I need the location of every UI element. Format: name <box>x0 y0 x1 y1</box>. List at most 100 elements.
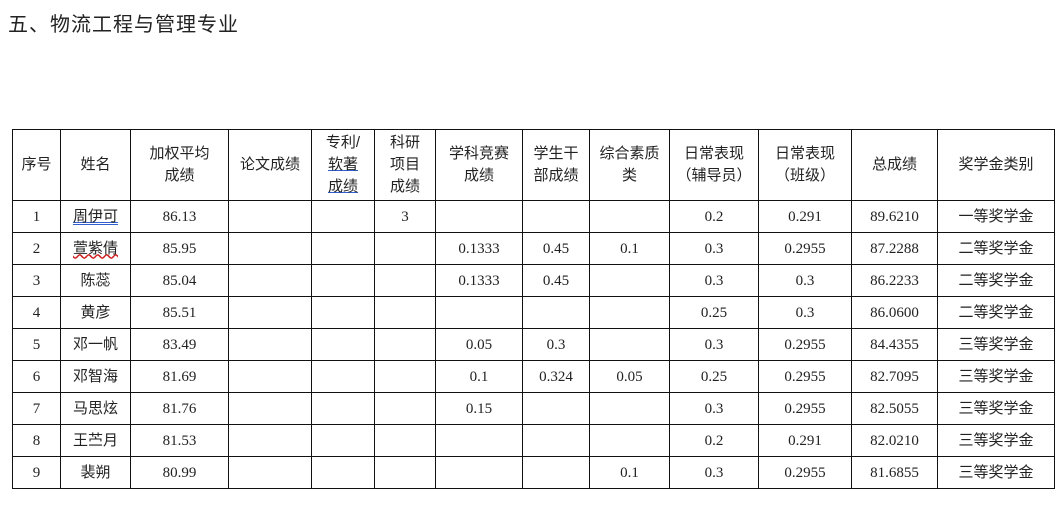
table-cell: 0.2955 <box>758 232 852 265</box>
cell-value: 86.2233 <box>870 272 919 289</box>
cell-value: 0.45 <box>542 240 570 257</box>
table-cell: 马思炫 <box>60 392 131 425</box>
cell-value: 0.324 <box>539 368 573 385</box>
cell-value: 0.1333 <box>458 240 500 257</box>
table-cell <box>228 232 312 265</box>
cell-value: 0.291 <box>788 432 822 449</box>
cell-value: 二等奖学金 <box>958 240 1034 257</box>
cell-value: 0.1 <box>620 464 639 481</box>
table-cell: 85.51 <box>130 296 229 329</box>
cell-value: 9 <box>32 464 41 481</box>
table-cell: 0.3 <box>669 392 759 425</box>
student-name: 萱紫倩 <box>72 240 118 257</box>
table-cell <box>589 296 670 329</box>
table-cell: 0.291 <box>758 424 852 457</box>
table-cell: 6 <box>12 360 61 393</box>
table-cell: 0.2 <box>669 200 759 233</box>
table-cell: 80.99 <box>130 456 229 489</box>
table-cell <box>228 360 312 393</box>
column-header-line: 软著 <box>327 156 358 173</box>
cell-value: 3 <box>401 208 409 225</box>
table-row: 3 陈蕊 85.04 0.1333 0.45 0.3 0.3 86.2233 二等奖学金 <box>12 264 1055 297</box>
table-cell <box>435 296 523 329</box>
cell-value: 0.2955 <box>784 240 826 257</box>
table-row: 1 周伊可 86.13 3 0.2 0.291 89.6210 一等奖学金 <box>12 200 1055 233</box>
cell-value: 0.3 <box>795 304 815 321</box>
table-cell: 二等奖学金 <box>937 264 1055 297</box>
table-cell: 0.2955 <box>758 392 852 425</box>
table-cell <box>311 328 375 361</box>
column-header-line: 成绩 <box>463 167 494 184</box>
table-cell <box>522 296 590 329</box>
column-header: 总成绩 <box>851 129 938 201</box>
table-cell <box>228 328 312 361</box>
cell-value: 一等奖学金 <box>958 208 1034 225</box>
column-header: 日常表现 （班级） <box>758 129 852 201</box>
table-cell: 0.3 <box>669 328 759 361</box>
cell-value: 0.3 <box>704 400 724 417</box>
cell-value: 8 <box>32 432 41 449</box>
cell-value: 82.0210 <box>870 432 919 449</box>
table-cell: 三等奖学金 <box>937 392 1055 425</box>
table-cell: 86.0600 <box>851 296 938 329</box>
cell-value: 0.1 <box>620 240 639 257</box>
table-cell: 84.4355 <box>851 328 938 361</box>
cell-value: 80.99 <box>162 464 197 481</box>
student-name: 黄彦 <box>80 304 111 321</box>
table-cell <box>435 424 523 457</box>
cell-value: 三等奖学金 <box>958 336 1034 353</box>
column-header-line: 项目 <box>389 156 420 173</box>
table-cell <box>374 424 436 457</box>
student-name: 陈蕊 <box>80 272 111 289</box>
column-header: 加权平均 成绩 <box>130 129 229 201</box>
cell-value: 0.3 <box>704 336 724 353</box>
student-name: 裴朔 <box>80 464 111 481</box>
table-cell <box>228 200 312 233</box>
table-cell <box>374 264 436 297</box>
table-cell <box>311 296 375 329</box>
cell-value: 0.1333 <box>458 272 500 289</box>
table-row: 9 裴朔 80.99 0.1 0.3 0.2955 81.6855 三等奖学金 <box>12 456 1055 489</box>
cell-value: 0.1 <box>469 368 489 385</box>
table-cell: 邓智海 <box>60 360 131 393</box>
table-cell: 0.2 <box>669 424 759 457</box>
table-cell: 0.2955 <box>758 328 852 361</box>
cell-value: 86.0600 <box>870 304 919 321</box>
cell-value: 0.291 <box>788 208 822 225</box>
column-header: 专利/软著 成绩 <box>311 129 375 201</box>
table-cell <box>374 392 436 425</box>
table-cell <box>374 328 436 361</box>
cell-value: 2 <box>32 240 41 257</box>
cell-value: 81.76 <box>162 400 197 417</box>
table-cell <box>589 424 670 457</box>
column-header-line: 成绩 <box>164 167 195 184</box>
table-cell: 82.5055 <box>851 392 938 425</box>
table-cell <box>589 392 670 425</box>
table-cell: 81.76 <box>130 392 229 425</box>
header-row: 序号 姓名 加权平均 成绩 论文成绩 专利/软著 成绩 科研 项目 成绩 学科竞赛 成绩 学生干 部成绩综… <box>12 129 1055 201</box>
column-header-line: 日常表现 <box>774 145 835 162</box>
table-cell: 1 <box>12 200 61 233</box>
table-cell: 0.324 <box>522 360 590 393</box>
table-cell: 5 <box>12 328 61 361</box>
table-cell: 0.3 <box>669 232 759 265</box>
table-cell: 89.6210 <box>851 200 938 233</box>
table-cell: 三等奖学金 <box>937 456 1055 489</box>
cell-value: 0.2955 <box>784 368 826 385</box>
column-header-line: 学科竞赛 <box>448 145 509 162</box>
table-cell <box>374 232 436 265</box>
table-cell <box>435 456 523 489</box>
table-cell: 0.25 <box>669 296 759 329</box>
table-row: 4 黄彦 85.51 0.25 0.3 86.0600 二等奖学金 <box>12 296 1055 329</box>
cell-value: 7 <box>32 400 41 417</box>
cell-value: 0.25 <box>700 368 728 385</box>
table-cell: 王苎月 <box>60 424 131 457</box>
cell-value: 85.04 <box>162 272 197 289</box>
table-cell: 周伊可 <box>60 200 131 233</box>
cell-value: 4 <box>32 304 41 321</box>
table-cell: 4 <box>12 296 61 329</box>
table-cell <box>589 200 670 233</box>
cell-value: 0.05 <box>465 336 493 353</box>
table-cell: 0.3 <box>522 328 590 361</box>
cell-value: 89.6210 <box>870 208 919 225</box>
